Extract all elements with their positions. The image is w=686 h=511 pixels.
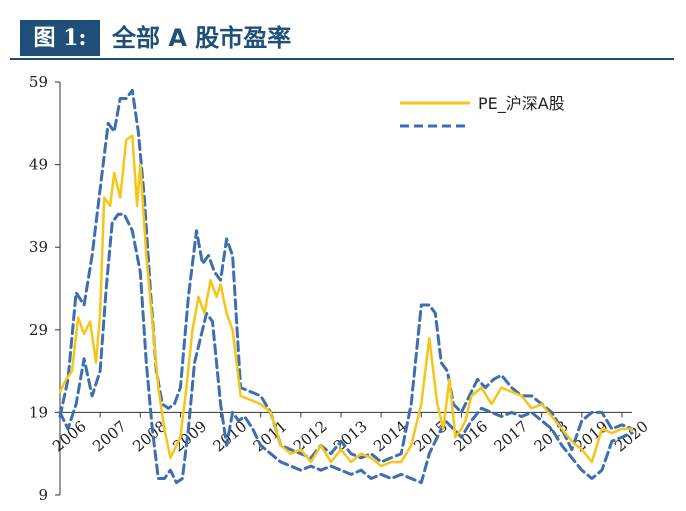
header-divider — [10, 58, 674, 60]
y-tick-label-9: 9 — [38, 486, 48, 504]
legend-label-pe: PE_沪深A股 — [478, 94, 565, 114]
x-tick-label-2013: 2013 — [330, 417, 371, 455]
series-line-dashed-lower — [58, 212, 634, 485]
figure-header: 图 1: 全部 A 股市盈率 — [10, 20, 674, 60]
y-tick-label-39: 39 — [29, 238, 48, 256]
series-line-dashed-upper — [58, 88, 634, 464]
x-tick-label-2010: 2010 — [210, 417, 251, 455]
figure-title: 全部 A 股市盈率 — [112, 24, 292, 52]
y-tick-label-29: 29 — [29, 321, 48, 339]
y-tick-label-19: 19 — [29, 403, 48, 421]
x-tick-label-2006: 2006 — [49, 417, 90, 455]
figure-number-badge: 图 1: — [20, 20, 100, 56]
x-tick-label-2020: 2020 — [611, 417, 652, 455]
x-tick-label-2017: 2017 — [491, 417, 532, 455]
y-tick-label-59: 59 — [29, 73, 48, 91]
series-line-solid — [58, 134, 634, 468]
y-tick-label-49: 49 — [29, 156, 48, 174]
x-tick-label-2007: 2007 — [89, 417, 130, 455]
